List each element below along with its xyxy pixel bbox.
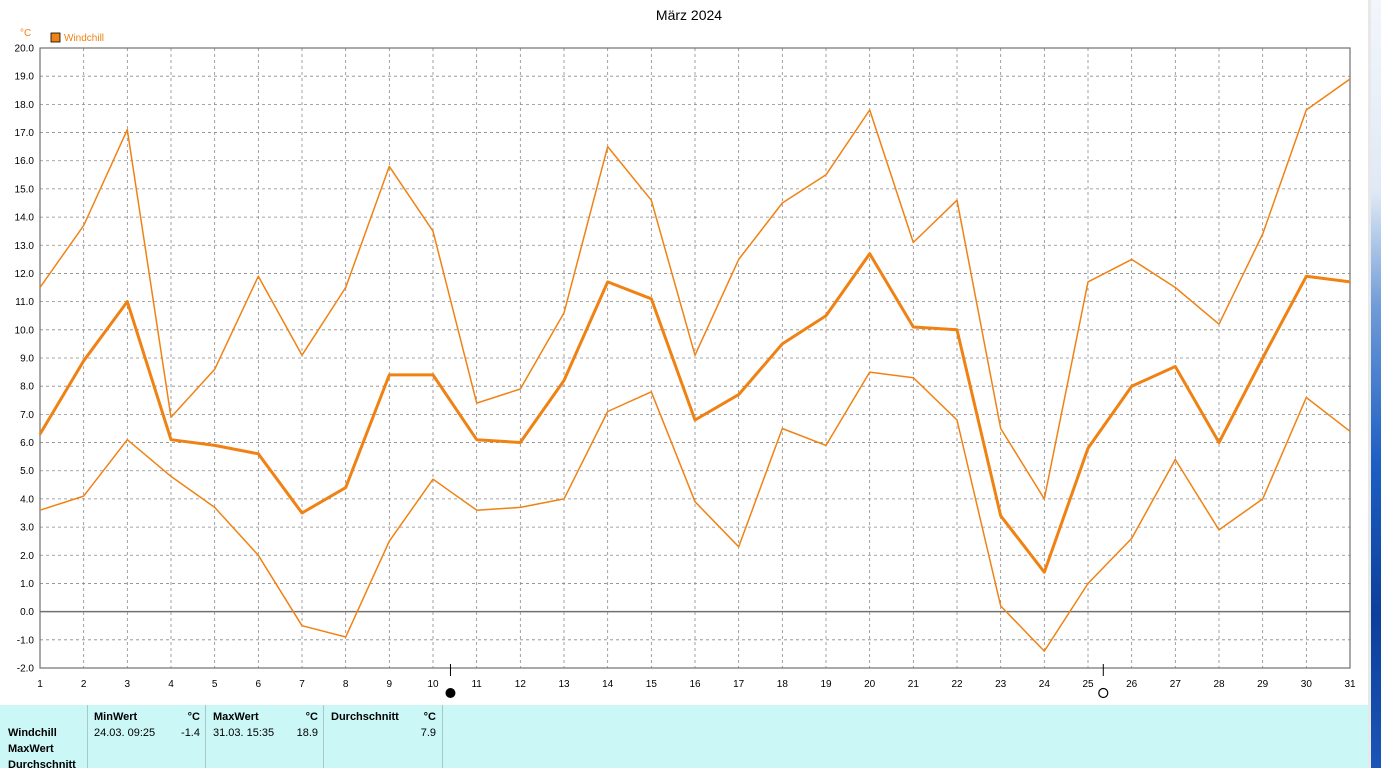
statistics-panel: Windchill MaxWert Durchschnitt MinWert °… [0, 705, 1368, 771]
max-value: 18.9 [296, 727, 318, 739]
x-tick-label: 17 [733, 679, 745, 690]
x-tick-label: 19 [820, 679, 832, 690]
x-tick-label: 25 [1082, 679, 1094, 690]
y-tick-label: 8.0 [20, 382, 34, 393]
min-date: 24.03. 09:25 [94, 727, 156, 739]
x-tick-label: 26 [1126, 679, 1138, 690]
open-circle-icon [1098, 687, 1109, 699]
y-axis-unit: °C [20, 28, 31, 39]
avg-unit: °C [423, 711, 436, 723]
average-column: Durchschnitt °C 7.9 [323, 705, 443, 768]
x-tick-label: 10 [427, 679, 439, 690]
y-tick-label: 12.0 [15, 269, 35, 280]
min-unit: °C [187, 711, 200, 723]
x-tick-label: 31 [1344, 679, 1356, 690]
x-tick-label: 2 [81, 679, 87, 690]
x-tick-label: 28 [1213, 679, 1225, 690]
x-tick-label: 30 [1301, 679, 1313, 690]
y-tick-label: 6.0 [20, 438, 34, 449]
y-tick-label: 10.0 [15, 325, 35, 336]
row-label-durchschnitt: Durchschnitt [8, 759, 76, 771]
max-date: 31.03. 15:35 [213, 727, 275, 739]
legend-swatch [50, 32, 61, 43]
x-tick-label: 8 [343, 679, 349, 690]
window-edge [1368, 0, 1371, 768]
filled-circle-icon [445, 688, 456, 698]
x-tick-label: 13 [558, 679, 570, 690]
axes: -2.0 -1.0 0.0 1.0 2.0 3.0 4.0 5.0 6.0 7.0 8.0 9.0 10… [15, 44, 1356, 691]
y-tick-label: 0.0 [20, 607, 34, 618]
y-tick-label: 13.0 [15, 241, 35, 252]
y-tick-label: 3.0 [20, 523, 34, 534]
x-tick-label: 9 [387, 679, 393, 690]
series-lines [38, 78, 1351, 652]
y-tick-label: 18.0 [15, 100, 35, 111]
max-value-column: MaxWert °C 31.03. 15:35 18.9 [205, 705, 324, 768]
chart-title: März 2024 [656, 7, 722, 23]
x-tick-label: 1 [37, 679, 43, 690]
x-tick-label: 20 [864, 679, 876, 690]
y-tick-label: 2.0 [20, 551, 34, 562]
x-tick-label: 11 [471, 679, 482, 690]
y-tick-label: 11.0 [15, 297, 34, 308]
y-tick-label: 20.0 [15, 44, 35, 55]
x-tick-label: 16 [689, 679, 701, 690]
x-tick-label: 22 [951, 679, 963, 690]
y-tick-label: 17.0 [15, 128, 35, 139]
x-tick-label: 29 [1257, 679, 1269, 690]
grid [40, 48, 1350, 668]
y-tick-label: 4.0 [20, 494, 34, 505]
x-tick-label: 4 [168, 679, 174, 690]
legend-label: Windchill [64, 33, 104, 44]
max-header: MaxWert [213, 711, 259, 723]
y-tick-label: 16.0 [15, 156, 35, 167]
chart-area: März 2024 °C Windchill -2.0 -1.0 0.0 1.0 2.0… [14, 7, 1356, 699]
y-tick-label: -1.0 [17, 635, 35, 646]
x-tick-label: 3 [125, 679, 131, 690]
row-label-maxwert: MaxWert [8, 743, 54, 755]
series-line-0 [39, 78, 1351, 500]
min-value: -1.4 [181, 727, 200, 739]
y-tick-label: 5.0 [20, 466, 34, 477]
x-tick-label: 24 [1039, 679, 1051, 690]
y-tick-label: 7.0 [20, 410, 34, 421]
day-markers [445, 664, 1109, 699]
x-tick-label: 12 [515, 679, 527, 690]
desktop-background-strip [1368, 0, 1381, 768]
x-tick-label: 5 [212, 679, 218, 690]
x-tick-label: 18 [777, 679, 789, 690]
x-tick-label: 6 [256, 679, 262, 690]
row-label-windchill: Windchill [8, 727, 57, 739]
min-value-column: MinWert °C 24.03. 09:25 -1.4 [87, 705, 206, 768]
y-tick-label: -2.0 [17, 664, 35, 675]
windchill-chart: März 2024 °C Windchill -2.0 -1.0 0.0 1.0 2.0… [15, 7, 1356, 699]
y-tick-label: 14.0 [15, 213, 35, 224]
y-tick-label: 9.0 [20, 354, 34, 365]
x-tick-label: 14 [602, 679, 614, 690]
plot-frame [39, 47, 1351, 669]
y-tick-label: 19.0 [15, 72, 35, 83]
x-tick-label: 7 [299, 679, 305, 690]
y-tick-label: 1.0 [20, 579, 34, 590]
x-tick-label: 27 [1170, 679, 1182, 690]
series-line-2 [39, 371, 1351, 652]
x-tick-label: 23 [995, 679, 1007, 690]
y-tick-label: 15.0 [15, 184, 35, 195]
series-line-1 [38, 252, 1351, 574]
x-tick-label: 21 [908, 679, 920, 690]
avg-value: 7.9 [420, 727, 436, 739]
max-unit: °C [305, 711, 318, 723]
min-header: MinWert [94, 711, 138, 723]
avg-header: Durchschnitt [331, 711, 399, 723]
x-tick-label: 15 [646, 679, 658, 690]
